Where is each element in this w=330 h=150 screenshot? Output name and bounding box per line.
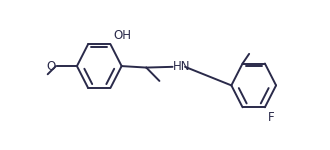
Text: OH: OH xyxy=(113,29,131,42)
Text: O: O xyxy=(47,60,56,73)
Text: HN: HN xyxy=(173,60,191,73)
Text: F: F xyxy=(268,111,274,124)
